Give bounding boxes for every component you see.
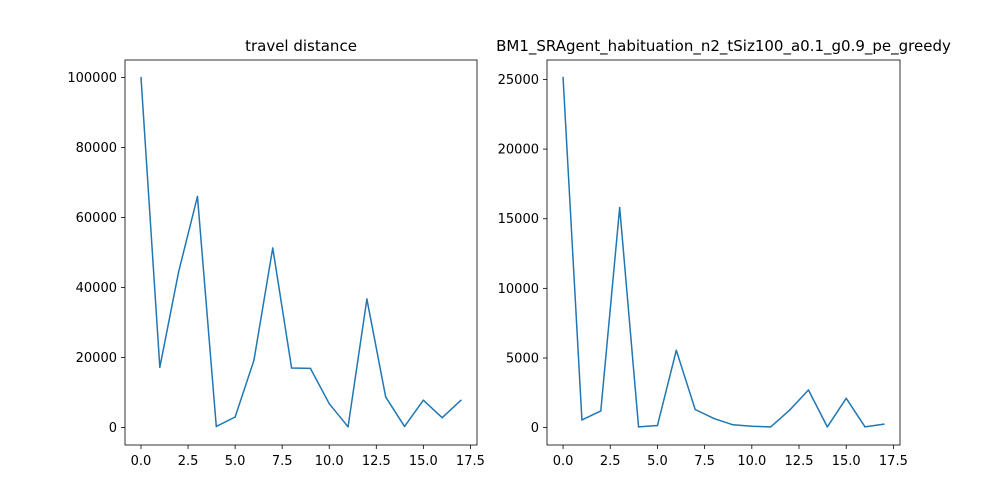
x-tick-label: 2.5 (178, 454, 199, 469)
y-tick-label: 60000 (76, 211, 117, 226)
data-point (441, 416, 443, 419)
x-tick-label: 10.0 (315, 454, 344, 469)
data-point (788, 409, 791, 411)
x-tick-label: 0.0 (553, 454, 574, 469)
axes-frame (124, 59, 478, 446)
x-tick-label: 15.0 (832, 454, 861, 469)
data-point (196, 195, 199, 198)
data-point (581, 419, 583, 421)
x-tick-label: 0.0 (131, 454, 152, 469)
data-point (807, 389, 810, 391)
data-point (883, 423, 885, 425)
x-tick-label: 15.0 (409, 454, 438, 469)
y-tick-label: 100000 (67, 71, 117, 86)
chart-panel-2: 0.0 2.5 5.0 7.5 10.0 12.5 15.0 17.5 0 5000 10000 15… (496, 37, 951, 469)
data-point (600, 410, 602, 412)
data-point (403, 425, 406, 428)
chart-panel-1: 0.0 2.5 5.0 7.5 10.0 12.5 15.0 17.5 0 20000 40000 6… (67, 37, 485, 469)
data-point (328, 402, 330, 405)
x-tick-label: 12.5 (362, 454, 391, 469)
data-point (562, 76, 564, 79)
data-point (864, 426, 866, 428)
data-point (656, 424, 659, 427)
x-tick-label: 10.0 (737, 454, 766, 469)
data-point (347, 426, 349, 428)
y-tick-label: 40000 (76, 281, 117, 296)
y-tick-label: 80000 (76, 141, 117, 156)
data-point (460, 399, 462, 401)
data-point (309, 367, 312, 370)
x-tick-label: 5.0 (225, 454, 246, 469)
data-point (366, 298, 368, 300)
data-point (140, 76, 142, 79)
data-point (177, 271, 180, 273)
series-line (562, 77, 885, 428)
data-point (845, 397, 847, 400)
x-tick-label: 2.5 (600, 454, 621, 469)
data-point (234, 416, 236, 418)
y-tick-label: 5000 (506, 351, 539, 366)
y-tick-label: 25000 (498, 73, 539, 88)
y-tick-label: 0 (109, 421, 117, 436)
data-point (713, 417, 715, 420)
data-point (422, 399, 425, 401)
data-point (732, 424, 734, 426)
y-tick-label: 20000 (498, 143, 539, 158)
data-point (618, 206, 621, 209)
data-point (769, 426, 772, 428)
data-point (290, 367, 293, 369)
x-tick-label: 5.0 (647, 454, 668, 469)
data-point (637, 426, 640, 428)
y-tick-label: 0 (531, 421, 539, 436)
x-tick-label: 7.5 (272, 454, 293, 469)
y-tick-label: 20000 (76, 351, 117, 366)
y-tick-label: 15000 (498, 212, 539, 227)
axes-frame (546, 59, 901, 446)
data-point (272, 247, 274, 249)
data-point (675, 349, 678, 352)
data-point (384, 396, 387, 398)
data-point (694, 408, 696, 411)
data-point (159, 366, 161, 369)
data-point (253, 359, 255, 362)
x-tick-label: 12.5 (785, 454, 814, 469)
chart-title: travel distance (245, 37, 357, 55)
data-point (826, 426, 829, 428)
chart-title: BM1_SRAgent_habituation_n2_tSiz100_a0.1_… (496, 37, 951, 56)
x-tick-label: 7.5 (694, 454, 715, 469)
y-tick-label: 10000 (498, 282, 539, 297)
series-line (140, 77, 462, 428)
x-tick-label: 17.5 (456, 454, 485, 469)
data-point (215, 425, 218, 428)
data-point (751, 425, 753, 427)
x-tick-label: 17.5 (879, 454, 908, 469)
